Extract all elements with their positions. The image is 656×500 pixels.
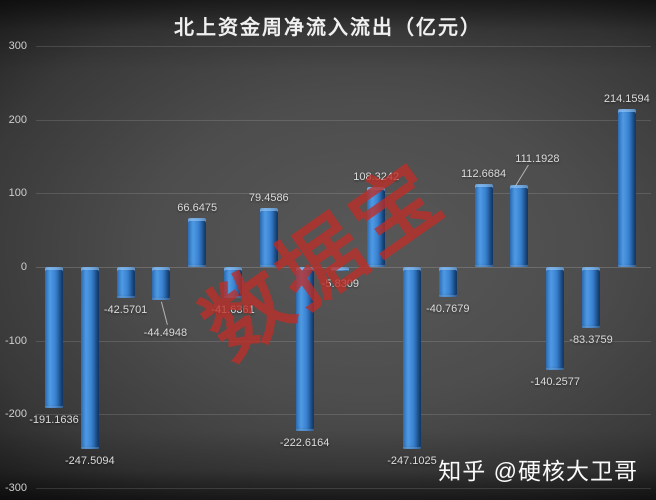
bar-value-label: -44.4948 — [143, 326, 188, 339]
gridline — [36, 414, 651, 416]
gridline — [36, 46, 651, 47]
y-axis-tick-label: -100 — [4, 334, 27, 347]
bar-value-label: -42.5701 — [103, 304, 148, 317]
bar-value-label: -5.8309 — [321, 278, 360, 291]
y-axis-tick-label: 300 — [8, 40, 27, 52]
y-axis-tick-label: 200 — [8, 113, 27, 126]
gridline — [36, 488, 651, 489]
gridline — [36, 340, 651, 342]
bar-value-label: 66.6475 — [177, 201, 218, 214]
bar-value-label: -83.3759 — [569, 334, 613, 347]
gridline — [36, 193, 651, 195]
bar-value-label: 108.3242 — [353, 171, 400, 184]
bar — [617, 109, 636, 267]
bar — [152, 267, 171, 300]
bar — [546, 267, 565, 371]
bar-value-label: -222.6164 — [279, 436, 330, 449]
author-credit: 知乎 @硬核大卫哥 — [438, 458, 638, 484]
bar — [80, 267, 99, 450]
bar-value-label: -41.6361 — [211, 303, 255, 316]
bar-value-label: 112.6684 — [461, 168, 507, 180]
bar — [188, 217, 207, 267]
bar — [438, 267, 457, 298]
bar-value-label: -247.1025 — [387, 455, 437, 468]
y-axis-tick-label: -300 — [4, 482, 27, 494]
bar — [510, 185, 529, 267]
bar — [403, 267, 421, 450]
bar-value-label: -40.7679 — [426, 303, 470, 316]
watermark: 数据宝 — [184, 141, 463, 378]
label-leader-line — [160, 301, 168, 325]
gridline — [36, 119, 651, 121]
bar — [224, 267, 242, 298]
y-axis-tick-label: 0 — [20, 261, 27, 273]
y-axis-tick-label: 100 — [8, 187, 27, 200]
bar-value-label: -247.5094 — [65, 455, 115, 468]
y-axis-tick-label: -200 — [4, 408, 27, 421]
bar — [259, 208, 278, 267]
bar-value-label: -191.1636 — [29, 413, 79, 426]
bar — [367, 187, 386, 267]
bar-value-label: 214.1594 — [603, 93, 650, 106]
bar — [474, 184, 493, 267]
bar-value-label: 111.1928 — [515, 153, 560, 165]
bar-value-label: -140.2577 — [530, 376, 580, 389]
bar — [331, 267, 350, 272]
label-leader-line — [514, 164, 529, 187]
bar — [45, 267, 63, 408]
bar — [116, 267, 135, 299]
bar — [582, 267, 600, 329]
bar — [295, 267, 314, 431]
chart-title: 北上资金周净流入流出（亿元） — [174, 15, 482, 39]
bar-value-label: 79.4586 — [248, 192, 289, 205]
